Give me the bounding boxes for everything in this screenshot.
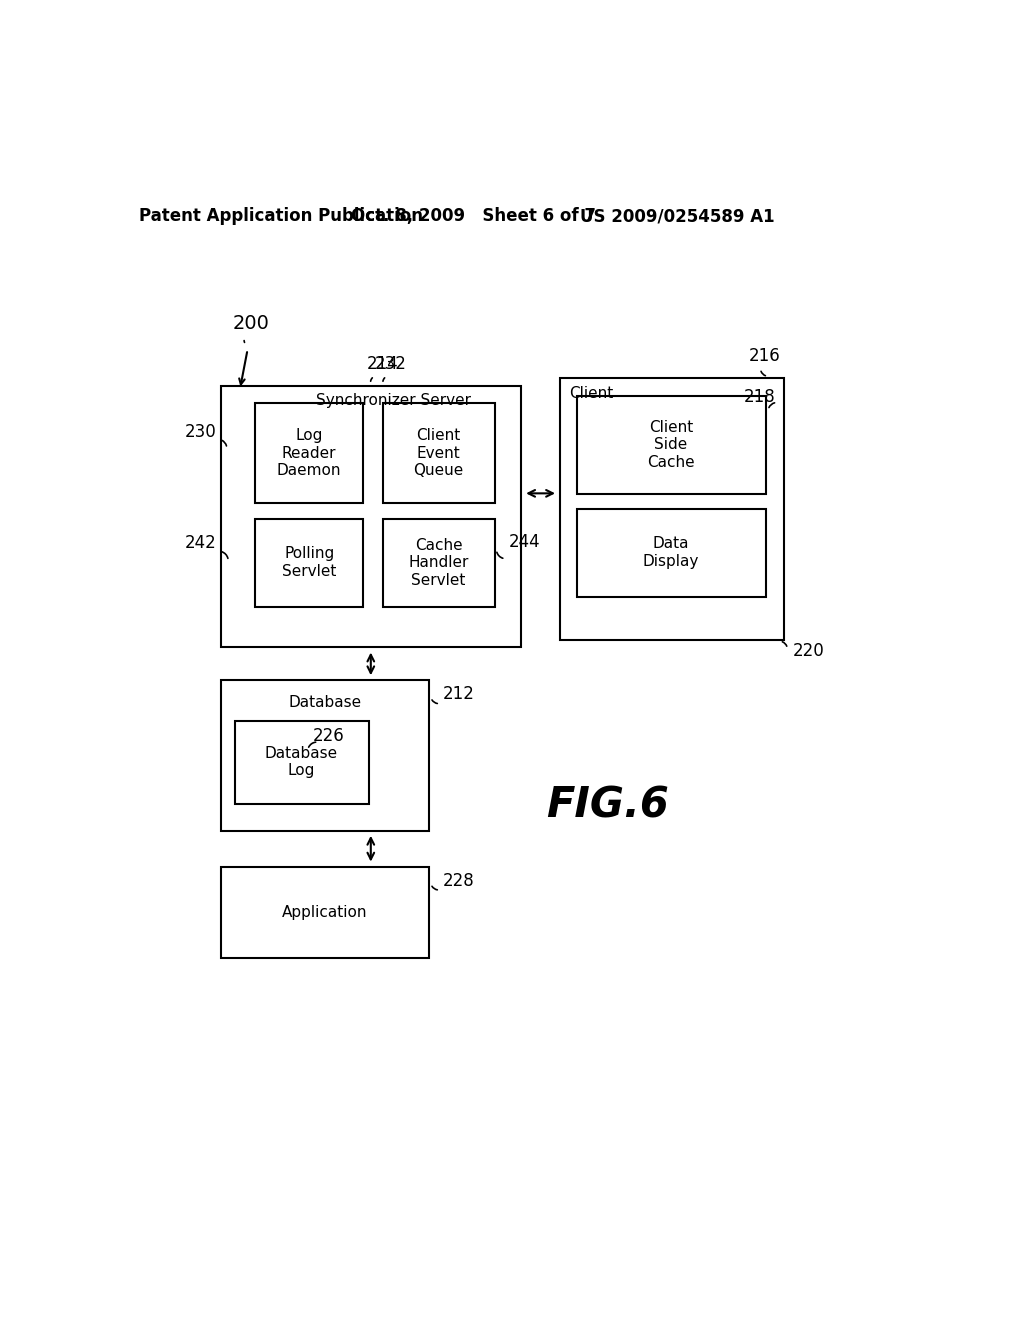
Text: 214: 214 xyxy=(367,355,398,374)
Text: 216: 216 xyxy=(749,347,780,366)
Bar xyxy=(234,721,370,804)
Text: Database: Database xyxy=(288,694,361,710)
Text: Cache
Handler
Servlet: Cache Handler Servlet xyxy=(409,537,469,587)
Bar xyxy=(560,378,783,640)
Text: Polling
Servlet: Polling Servlet xyxy=(282,546,337,579)
Bar xyxy=(220,867,429,958)
Text: Database
Log: Database Log xyxy=(265,746,338,779)
Text: Log
Reader
Daemon: Log Reader Daemon xyxy=(276,429,341,478)
Bar xyxy=(220,385,521,647)
Text: 200: 200 xyxy=(232,314,269,334)
Bar xyxy=(220,681,429,830)
Text: 244: 244 xyxy=(509,533,541,550)
Text: Application: Application xyxy=(282,904,368,920)
Text: 230: 230 xyxy=(185,422,217,441)
Text: 226: 226 xyxy=(312,727,344,744)
Bar xyxy=(578,508,766,598)
Text: Oct. 8, 2009   Sheet 6 of 7: Oct. 8, 2009 Sheet 6 of 7 xyxy=(350,207,596,226)
Text: 242: 242 xyxy=(185,535,217,552)
Text: 218: 218 xyxy=(744,388,776,407)
Text: US 2009/0254589 A1: US 2009/0254589 A1 xyxy=(580,207,774,226)
Bar xyxy=(578,396,766,494)
Text: 232: 232 xyxy=(375,355,407,374)
Text: Patent Application Publication: Patent Application Publication xyxy=(138,207,423,226)
Bar xyxy=(255,404,364,503)
Bar xyxy=(383,404,495,503)
Bar xyxy=(255,519,364,607)
Text: Client
Side
Cache: Client Side Cache xyxy=(647,420,695,470)
Text: Data
Display: Data Display xyxy=(643,536,699,569)
Text: Synchronizer Server: Synchronizer Server xyxy=(316,393,471,408)
Text: FIG.6: FIG.6 xyxy=(547,784,670,826)
Text: 220: 220 xyxy=(793,643,824,660)
Bar xyxy=(383,519,495,607)
Text: 228: 228 xyxy=(442,871,474,890)
Text: Client: Client xyxy=(569,385,613,401)
Text: 212: 212 xyxy=(442,685,474,704)
Text: Client
Event
Queue: Client Event Queue xyxy=(414,429,464,478)
